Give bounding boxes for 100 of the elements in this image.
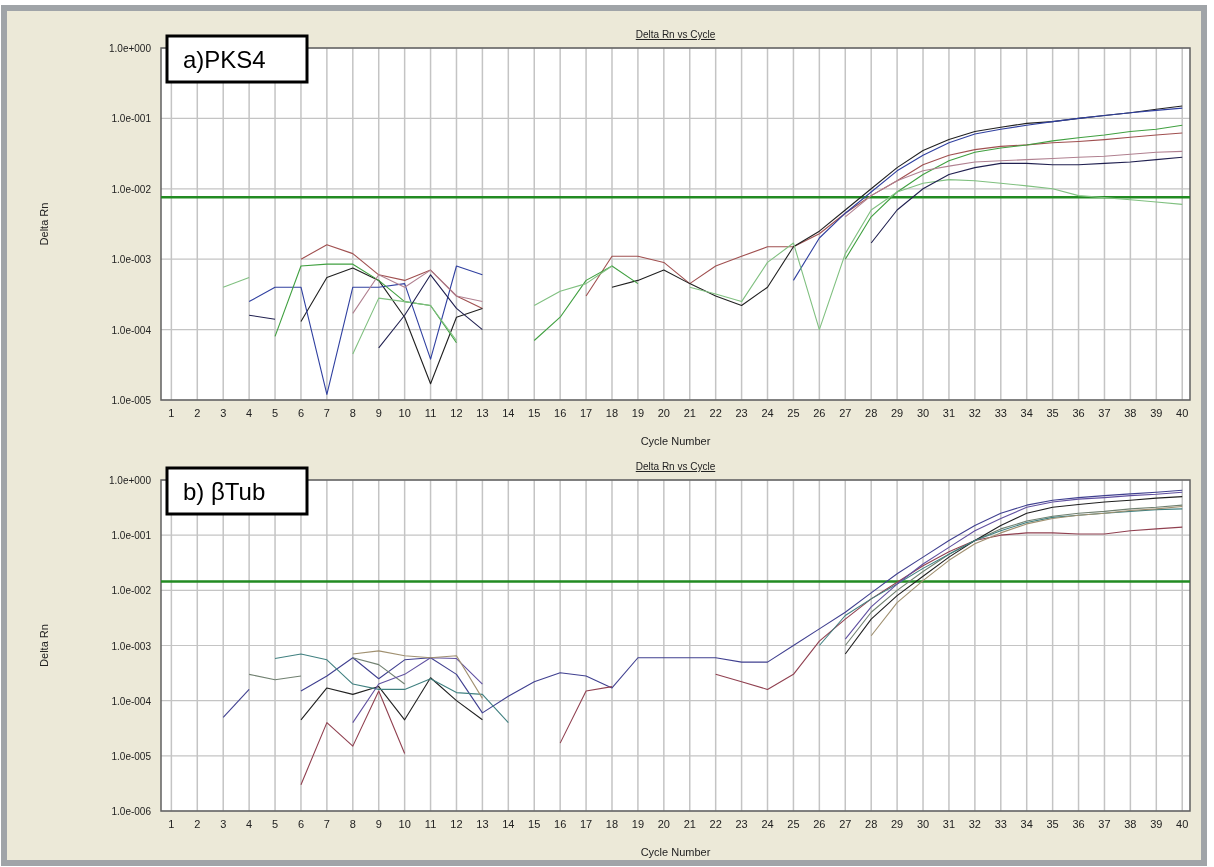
line-series — [689, 179, 1183, 331]
x-tick-label: 9 — [375, 407, 382, 419]
line-series — [300, 690, 406, 786]
x-tick-label: 36 — [1072, 407, 1085, 419]
x-tick-label: 27 — [839, 407, 852, 419]
chart-title: Delta Rn vs Cycle — [635, 461, 716, 472]
line-series — [870, 506, 1183, 637]
x-tick-label: 11 — [424, 407, 437, 419]
line-series — [533, 265, 639, 342]
x-tick-label: 18 — [605, 818, 619, 830]
x-tick-label: 12 — [450, 407, 463, 419]
x-tick-label: 9 — [375, 818, 382, 830]
x-tick-label: 19 — [631, 818, 645, 830]
x-tick-label: 14 — [502, 407, 515, 419]
x-tick-label: 40 — [1176, 818, 1189, 830]
y-tick-label: 1.0e+000 — [109, 475, 152, 486]
line-series — [274, 653, 509, 724]
line-series — [844, 124, 1183, 260]
x-tick-label: 15 — [528, 818, 541, 830]
line-series — [844, 150, 1183, 218]
line-series — [378, 274, 483, 349]
line-series — [352, 297, 458, 355]
x-tick-label: 7 — [323, 818, 330, 830]
line-series — [352, 650, 483, 699]
x-tick-label: 20 — [657, 818, 670, 830]
x-tick-label: 10 — [398, 407, 411, 419]
x-tick-label: 18 — [605, 407, 619, 419]
x-tick-label: 30 — [916, 407, 930, 419]
line-series — [352, 657, 483, 724]
x-tick-label: 16 — [554, 818, 567, 830]
line-series — [300, 267, 483, 385]
annotation: b) βTub — [183, 478, 266, 505]
x-tick-label: 37 — [1098, 818, 1111, 830]
x-tick-label: 31 — [942, 818, 956, 830]
x-tick-label: 25 — [787, 407, 800, 419]
x-tick-label: 3 — [220, 818, 227, 830]
x-tick-label: 33 — [994, 818, 1007, 830]
annotation: a)PKS4 — [183, 46, 266, 73]
x-tick-label: 30 — [916, 818, 930, 830]
y-tick-label: 1.0e-006 — [111, 806, 152, 817]
x-tick-label: 40 — [1176, 407, 1189, 419]
x-tick-label: 2 — [194, 818, 201, 830]
x-tick-label: 8 — [349, 818, 356, 830]
x-tick-label: 15 — [528, 407, 541, 419]
y-tick-label: 1.0e-002 — [111, 183, 152, 195]
x-tick-label: 19 — [631, 407, 645, 419]
x-tick-label: 31 — [942, 407, 956, 419]
chart-title: Delta Rn vs Cycle — [635, 29, 716, 40]
x-tick-label: 32 — [968, 818, 981, 830]
line-series — [248, 265, 483, 395]
x-tick-label: 24 — [761, 407, 774, 419]
x-tick-label: 38 — [1124, 818, 1137, 830]
line-series — [585, 132, 1183, 297]
x-tick-label: 2 — [194, 407, 201, 419]
x-tick-label: 34 — [1020, 818, 1033, 830]
y-tick-label: 1.0e-004 — [111, 695, 152, 707]
line-series — [533, 265, 613, 307]
x-tick-label: 21 — [683, 818, 696, 830]
x-axis-title: Cycle Number — [640, 846, 711, 858]
x-tick-label: 34 — [1020, 407, 1033, 419]
x-tick-label: 4 — [246, 407, 253, 419]
y-axis-title: Delta Rn — [38, 624, 50, 667]
y-tick-label: 1.0e-004 — [111, 324, 152, 336]
x-tick-label: 38 — [1124, 407, 1137, 419]
x-tick-label: 22 — [709, 407, 722, 419]
y-tick-label: 1.0e-001 — [111, 530, 152, 542]
x-tick-label: 3 — [220, 407, 227, 419]
x-tick-label: 24 — [761, 818, 774, 830]
line-series — [300, 677, 483, 721]
x-tick-label: 29 — [890, 818, 904, 830]
x-tick-label: 36 — [1072, 818, 1085, 830]
x-tick-label: 17 — [579, 818, 593, 830]
line-series — [870, 156, 1183, 244]
x-tick-label: 13 — [476, 818, 489, 830]
x-tick-label: 17 — [579, 407, 593, 419]
x-tick-label: 33 — [994, 407, 1007, 419]
line-series — [715, 526, 1183, 690]
x-tick-label: 25 — [787, 818, 800, 830]
y-tick-label: 1.0e-002 — [111, 585, 152, 597]
x-tick-label: 37 — [1098, 407, 1111, 419]
x-tick-label: 22 — [709, 818, 722, 830]
x-tick-label: 6 — [297, 407, 305, 419]
x-tick-label: 29 — [890, 407, 904, 419]
x-tick-label: 6 — [297, 818, 305, 830]
x-axis-title: Cycle Number — [640, 435, 711, 447]
y-tick-label: 1.0e-003 — [111, 254, 152, 266]
y-tick-label: 1.0e+000 — [109, 43, 152, 54]
x-tick-label: 23 — [735, 818, 748, 830]
x-tick-label: 10 — [398, 818, 411, 830]
y-tick-label: 1.0e-005 — [111, 750, 152, 762]
x-tick-label: 39 — [1150, 818, 1163, 830]
x-tick-label: 35 — [1046, 818, 1059, 830]
y-axis-title: Delta Rn — [38, 202, 50, 246]
x-tick-label: 1 — [168, 407, 175, 419]
x-tick-label: 21 — [683, 407, 696, 419]
x-tick-label: 13 — [476, 407, 489, 419]
x-tick-label: 4 — [246, 818, 253, 830]
x-tick-label: 5 — [271, 407, 279, 419]
x-tick-label: 28 — [865, 818, 878, 830]
line-series — [352, 269, 483, 314]
